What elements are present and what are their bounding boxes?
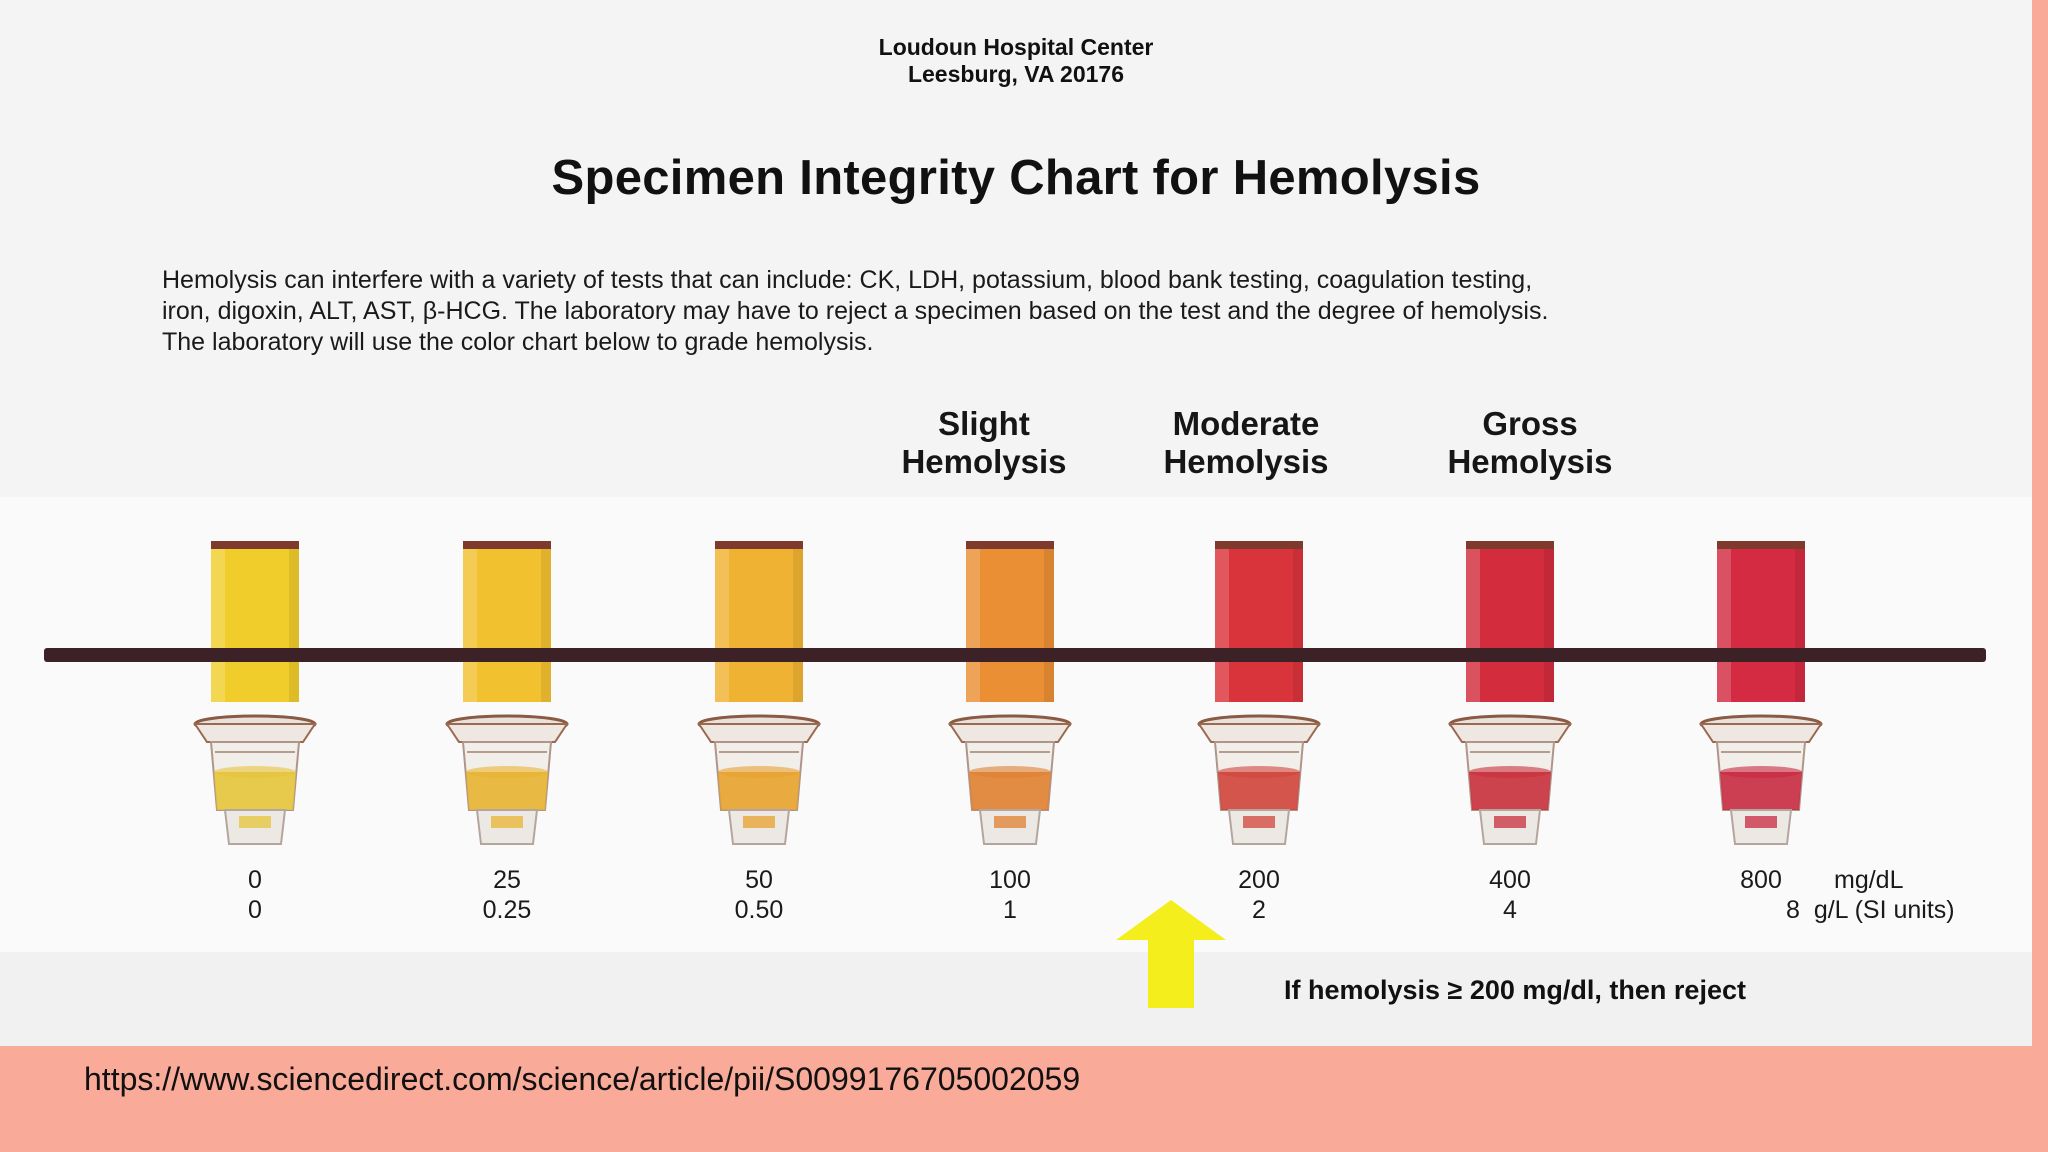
sample-cup-icon <box>948 714 1072 845</box>
unit-si-value: 8 <box>1786 896 1800 924</box>
sample-tube <box>1717 541 1805 702</box>
source-url[interactable]: https://www.sciencedirect.com/science/ar… <box>84 1061 1081 1097</box>
value-si: 0 <box>248 896 262 924</box>
sample-cup-icon <box>1699 714 1823 845</box>
category-label: Hemolysis <box>1163 443 1329 480</box>
sample-cup-icon <box>1448 714 1572 845</box>
category-label: Hemolysis <box>1447 443 1613 480</box>
unit-mg-dl: mg/dL <box>1834 866 1904 894</box>
value-mg-dl: 200 <box>1238 866 1280 894</box>
value-mg-dl: 100 <box>989 866 1031 894</box>
sample-tube <box>715 541 803 702</box>
category-label: Slight <box>938 405 1030 442</box>
reject-note: If hemolysis ≥ 200 mg/dl, then reject <box>1284 975 1746 1005</box>
up-arrow-icon <box>1116 900 1226 1008</box>
hospital-address: Leesburg, VA 20176 <box>907 61 1125 87</box>
sample-tube <box>463 541 551 702</box>
value-si: 2 <box>1252 896 1266 924</box>
category-gross-hemolysis: Gross Hemolysis <box>1410 405 1650 481</box>
sample-cup-icon <box>193 714 317 845</box>
category-moderate-hemolysis: Moderate Hemolysis <box>1126 405 1366 481</box>
hemolysis-chart-document: Loudoun Hospital Center Leesburg, VA 201… <box>0 0 2032 1046</box>
category-label: Hemolysis <box>901 443 1067 480</box>
sample-tube <box>966 541 1054 702</box>
value-mg-dl: 0 <box>248 866 262 894</box>
unit-si-label: g/L (SI units) <box>1813 896 1955 924</box>
unit-si: 8 g/L (SI units) <box>1786 896 1955 925</box>
intro-paragraph: Hemolysis can interfere with a variety o… <box>162 265 2012 358</box>
intro-line: The laboratory will use the color chart … <box>162 328 874 356</box>
sample-tube <box>1215 541 1303 702</box>
page-title: Specimen Integrity Chart for Hemolysis <box>551 151 1481 205</box>
value-si: 0.50 <box>734 896 784 924</box>
intro-line: iron, digoxin, ALT, AST, β-HCG. The labo… <box>162 297 1549 325</box>
lower-background-band <box>0 952 2032 1046</box>
sample-cup-icon <box>445 714 569 845</box>
sample-tube <box>1466 541 1554 702</box>
intro-line: Hemolysis can interfere with a variety o… <box>162 266 1533 294</box>
sample-tube <box>211 541 299 702</box>
value-si: 4 <box>1503 896 1517 924</box>
category-label: Gross <box>1482 405 1578 442</box>
value-mg-dl: 400 <box>1489 866 1531 894</box>
category-label: Moderate <box>1172 405 1320 442</box>
category-slight-hemolysis: Slight Hemolysis <box>864 405 1104 481</box>
sample-cup-icon <box>697 714 821 845</box>
value-si: 0.25 <box>482 896 532 924</box>
value-mg-dl: 25 <box>493 866 521 894</box>
sample-cup-icon <box>1197 714 1321 845</box>
reference-line <box>44 648 1986 662</box>
value-mg-dl: 800 <box>1740 866 1782 894</box>
value-si: 1 <box>1003 896 1017 924</box>
value-mg-dl: 50 <box>745 866 773 894</box>
hospital-name: Loudoun Hospital Center <box>878 34 1154 60</box>
